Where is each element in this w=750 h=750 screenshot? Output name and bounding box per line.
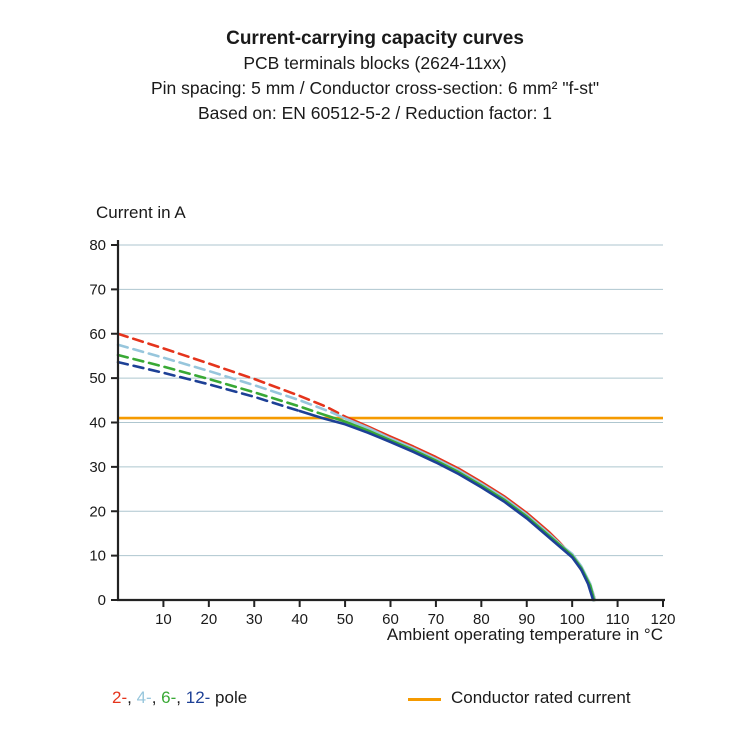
x-tick-label: 30 bbox=[246, 611, 263, 628]
y-tick-label: 40 bbox=[89, 415, 106, 432]
y-tick-label: 60 bbox=[89, 326, 106, 343]
x-tick-label: 50 bbox=[337, 611, 354, 628]
x-tick-label: 120 bbox=[650, 611, 675, 628]
x-tick-label: 90 bbox=[518, 611, 535, 628]
x-tick-label: 110 bbox=[606, 611, 630, 628]
y-tick-label: 80 bbox=[89, 237, 106, 254]
y-tick-label: 10 bbox=[89, 548, 106, 565]
y-tick-label: 50 bbox=[89, 370, 106, 387]
series-6-pole-solid bbox=[316, 411, 596, 602]
pole-legend-item: 6- bbox=[161, 688, 177, 707]
series-12-pole-solid bbox=[298, 409, 595, 602]
y-tick-label: 20 bbox=[89, 503, 106, 520]
x-tick-label: 60 bbox=[382, 611, 399, 628]
x-tick-label: 100 bbox=[560, 611, 585, 628]
y-tick-label: 0 bbox=[98, 592, 106, 609]
x-axis-title: Ambient operating temperature in °C bbox=[386, 625, 663, 644]
capacity-curves-chart: 0 10 20 30 40 50 60 70 80 10 20 30 40 50 60 70 80 90 100 11… bbox=[89, 237, 675, 628]
series-6-pole-dashed bbox=[116, 353, 320, 415]
chart-subtitle-spec: Pin spacing: 5 mm / Conductor cross-sect… bbox=[150, 78, 600, 98]
y-axis-title: Current in A bbox=[96, 203, 186, 222]
x-tick-label: 40 bbox=[291, 611, 308, 628]
pole-legend-separator: , bbox=[176, 688, 186, 707]
series-2-pole-solid bbox=[343, 415, 597, 602]
pole-count-legend: 2-, 4-, 6-, 12- pole bbox=[112, 688, 247, 708]
y-tick-label: 70 bbox=[89, 281, 106, 298]
x-tick-label: 10 bbox=[155, 611, 172, 628]
chart-title: Current-carrying capacity curves bbox=[226, 28, 524, 49]
rated-current-line-swatch bbox=[408, 697, 441, 701]
chart-subtitle-standard: Based on: EN 60512-5-2 / Reduction facto… bbox=[197, 103, 553, 123]
series-2-pole-dashed bbox=[116, 332, 347, 419]
chart-subtitle-product: PCB terminals blocks (2624-11xx) bbox=[243, 53, 507, 73]
series-12-pole-dashed bbox=[116, 360, 302, 413]
pole-legend-item: 4- bbox=[136, 688, 152, 707]
chart-header: Current-carrying capacity curves PCB ter… bbox=[0, 26, 750, 126]
rated-current-legend-label: Conductor rated current bbox=[451, 688, 631, 707]
pole-legend-item: 2- bbox=[112, 688, 128, 707]
x-tick-label: 20 bbox=[200, 611, 217, 628]
legend: 2-, 4-, 6-, 12- pole Conductor rated cur… bbox=[0, 688, 750, 712]
x-tick-label: 70 bbox=[428, 611, 445, 628]
series-4-pole-dashed bbox=[116, 343, 333, 414]
x-tick-label: 80 bbox=[473, 611, 490, 628]
pole-legend-item: 12- bbox=[185, 688, 211, 707]
y-tick-label: 30 bbox=[89, 459, 106, 476]
pole-legend-suffix: pole bbox=[210, 688, 248, 707]
pole-legend-separator: , bbox=[127, 688, 137, 707]
series-4-pole-solid bbox=[330, 410, 597, 602]
rated-current-legend: Conductor rated current bbox=[408, 688, 631, 708]
pole-legend-separator: , bbox=[151, 688, 162, 707]
